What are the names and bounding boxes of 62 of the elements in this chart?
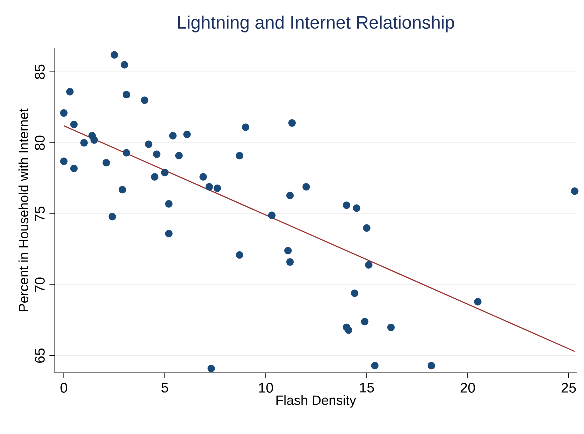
point	[60, 110, 68, 118]
point	[165, 230, 173, 238]
y-axis-title: Percent in Household with Internet	[18, 108, 29, 312]
point	[428, 362, 436, 370]
y-tick-label: 70	[35, 278, 45, 292]
point	[288, 119, 296, 127]
point	[145, 140, 153, 148]
point	[122, 91, 130, 99]
point	[351, 290, 359, 298]
point	[122, 149, 130, 157]
point	[118, 186, 126, 194]
x-axis-title: Flash Density	[276, 395, 356, 408]
point	[151, 173, 159, 181]
y-tick-label: 85	[35, 64, 45, 80]
point	[302, 183, 310, 191]
point	[206, 183, 214, 191]
point	[141, 96, 149, 104]
point	[365, 261, 373, 269]
x-tick-label: 25	[562, 383, 576, 393]
point	[345, 326, 353, 334]
point	[343, 202, 351, 210]
point	[361, 318, 369, 326]
point	[387, 324, 395, 332]
point	[153, 150, 161, 158]
point	[200, 173, 208, 181]
point	[236, 251, 244, 259]
point	[184, 130, 192, 138]
point	[165, 200, 173, 208]
y-tick-label: 65	[35, 348, 45, 364]
point	[161, 169, 169, 177]
point	[90, 136, 98, 144]
point	[108, 213, 116, 221]
point	[102, 159, 110, 167]
point	[474, 298, 482, 306]
point	[268, 212, 276, 220]
point	[208, 364, 216, 372]
point	[60, 158, 68, 166]
point	[353, 204, 361, 212]
point	[286, 192, 294, 200]
point	[236, 152, 244, 160]
point	[80, 139, 88, 147]
point	[363, 224, 371, 232]
y-tick-label: 75	[35, 206, 45, 222]
point	[110, 51, 118, 59]
point	[214, 184, 222, 192]
point	[70, 120, 78, 128]
point	[120, 61, 128, 69]
point	[70, 164, 78, 172]
point	[371, 362, 379, 370]
x-tick-label: 0	[60, 383, 68, 393]
x-tick-label: 10	[259, 383, 274, 393]
point	[66, 88, 74, 96]
point	[284, 247, 292, 255]
x-tick-label: 20	[460, 383, 476, 393]
point	[175, 152, 183, 160]
point	[286, 258, 294, 266]
point	[169, 132, 177, 140]
x-tick-label: 15	[360, 383, 374, 393]
x-tick-label: 5	[162, 383, 168, 393]
point	[242, 124, 250, 132]
chart-title: Lightning and Internet Relationship	[178, 16, 454, 33]
y-tick-label: 80	[35, 136, 45, 150]
